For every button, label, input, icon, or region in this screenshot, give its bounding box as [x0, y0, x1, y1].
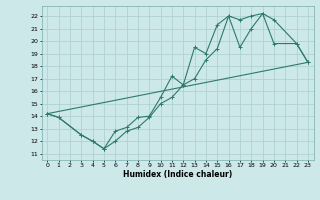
X-axis label: Humidex (Indice chaleur): Humidex (Indice chaleur): [123, 170, 232, 179]
